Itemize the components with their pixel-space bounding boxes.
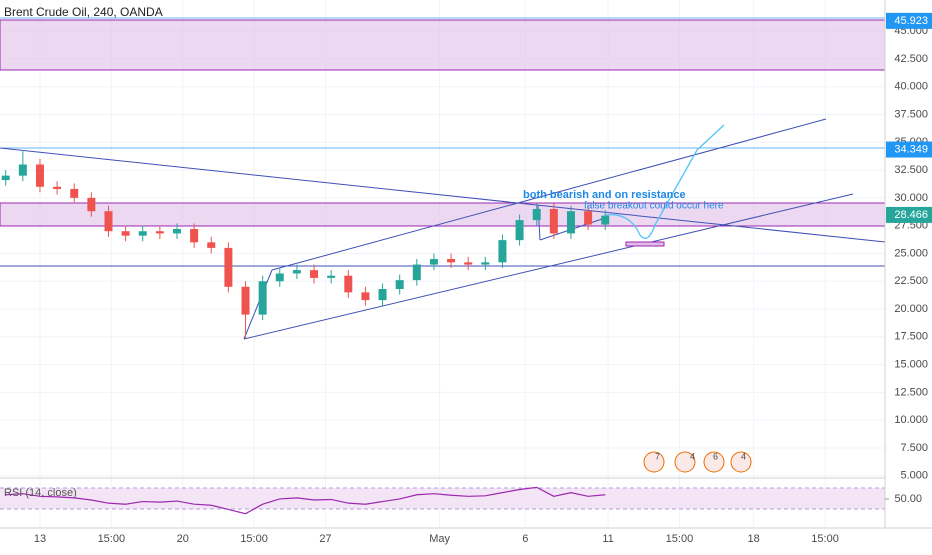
y-tick-label: 40.000 [894,81,928,93]
event-icon [674,451,696,473]
y-tick-label: 15.000 [894,359,928,371]
candle-body [121,231,130,236]
event-icon [643,451,665,473]
event-count: 4 [690,451,695,461]
candle-body [155,231,164,234]
y-tick-label: 17.500 [894,331,928,343]
candle-body [566,211,575,234]
x-tick-label: 15:00 [98,533,126,545]
y-tick-label: 5.000 [900,470,928,482]
price-label-box [886,12,932,29]
candle-body [344,275,353,293]
candle-body [532,208,541,221]
candle-body [53,186,62,189]
y-tick-label: 20.000 [894,303,928,315]
candle-body [173,228,181,234]
candle-body [498,240,507,263]
rsi-line [5,486,606,515]
x-tick-label: 6 [522,533,528,545]
candle-body [35,164,44,187]
candle-body [258,281,267,315]
candle-body [1,175,10,181]
x-tick-label: 20 [177,533,189,545]
target-box [625,241,665,247]
candle-body [515,220,524,241]
candle-body [104,211,113,232]
y-tick-label: 37.500 [894,108,928,120]
candle-body [481,262,490,265]
x-tick-label: 27 [319,533,331,545]
chart-title: Brent Crude Oil, 240, OANDA [4,5,163,19]
event-icon [730,451,752,473]
candle-body [18,164,27,176]
price-label: 28.466 [894,209,928,221]
event-icons: 7 4 6 4 [643,451,752,473]
x-tick-label: 18 [748,533,760,545]
price-label-box [886,206,932,223]
event-icon [703,451,725,473]
candle-body [549,208,558,234]
rsi-label: RSI (14, close) [4,487,77,499]
candle-body [361,292,370,301]
candle-body [138,231,147,236]
y-tick-label: 45.000 [894,25,928,37]
x-tick-label: 15:00 [666,533,694,545]
candle-body [447,259,456,263]
x-tick-label: 15:00 [240,533,268,545]
y-tick-label: 32.500 [894,164,928,176]
y-tick-label: 25.000 [894,247,928,259]
x-tick-label: 15:00 [811,533,839,545]
marks [1,150,610,515]
trendline [243,193,854,340]
candle-body [584,211,593,225]
event-count: 6 [713,451,718,461]
candle-body [429,259,438,265]
candle-body [275,273,284,282]
candle-body [310,270,319,278]
annotation: false breakout could occur here [584,201,724,212]
x-tick-label: 11 [602,533,613,545]
candle-body [70,188,79,198]
y-tick-label: 10.000 [894,414,928,426]
y-tick-label: 22.500 [894,275,928,287]
rsi-tick-label: 50.00 [894,493,922,505]
trendline [271,118,827,271]
trendline [0,147,886,243]
candle-body [395,280,404,290]
candle-body [464,262,473,265]
y-tick-label: 42.500 [894,53,928,65]
candle-body [292,270,301,274]
price-label: 45.923 [894,15,928,27]
annotation: both bearish and on resistance [523,189,686,201]
event-count: 7 [655,451,660,461]
trendline [243,269,273,340]
projection-path [604,124,725,239]
y-tick-label: 30.000 [894,192,928,204]
x-tick-label: 13 [34,533,46,545]
candle-body [224,247,233,287]
price-label: 34.349 [894,143,928,155]
grid [0,0,885,528]
candle-body [190,228,199,243]
y-tick-label: 12.500 [894,386,928,398]
candle-body [412,264,421,281]
candle-body [327,275,336,278]
candle-body [241,286,250,315]
candle-body [207,242,216,248]
candle-body [87,197,96,212]
event-count: 4 [741,451,746,461]
y-tick-label: 7.500 [900,442,928,454]
rsi-band [0,488,885,509]
price-label-box [886,141,932,158]
x-tick-label: May [429,533,450,545]
supply-zone [0,202,886,227]
candle-body [378,289,387,301]
resistance-zone [0,19,886,71]
candle-body [601,215,610,225]
